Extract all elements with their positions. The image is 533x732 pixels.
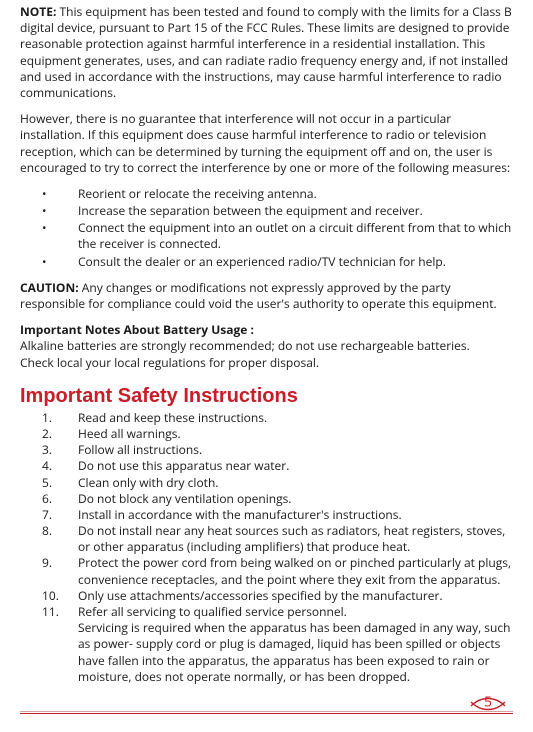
list-number: 6. — [20, 491, 74, 507]
bullet-icon: • — [20, 186, 66, 202]
list-item: 8.Do not install near any heat sources s… — [20, 523, 513, 555]
list-item-text: Do not install near any heat sources suc… — [74, 523, 513, 555]
footer-rule — [20, 711, 513, 713]
list-item-text: Reorient or relocate the receiving anten… — [66, 186, 513, 202]
list-item-text: Follow all instructions. — [74, 442, 513, 458]
list-number: 11. — [20, 604, 74, 685]
page-number-ornament: 5 — [469, 690, 507, 718]
list-item-text: Increase the separation between the equi… — [66, 203, 513, 219]
list-number: 7. — [20, 507, 74, 523]
list-item: •Consult the dealer or an experienced ra… — [20, 254, 513, 270]
list-number: 3. — [20, 442, 74, 458]
list-item: 4.Do not use this apparatus near water. — [20, 458, 513, 474]
caution-paragraph: CAUTION: Any changes or modifications no… — [20, 280, 513, 312]
document-page: NOTE: This equipment has been tested and… — [0, 0, 533, 732]
list-item: 7.Install in accordance with the manufac… — [20, 507, 513, 523]
list-item-text: Do not block any ventilation openings. — [74, 491, 513, 507]
list-item: •Connect the equipment into an outlet on… — [20, 220, 513, 252]
note-paragraph: NOTE: This equipment has been tested and… — [20, 4, 513, 101]
list-number: 1. — [20, 410, 74, 426]
rule-line-2 — [20, 713, 513, 714]
bullet-icon: • — [20, 220, 66, 252]
battery-line1: Alkaline batteries are strongly recommen… — [20, 337, 470, 354]
battery-line2: Check local your local regulations for p… — [20, 354, 319, 371]
caution-label: CAUTION: — [20, 279, 79, 296]
list-item: 11.Refer all servicing to qualified serv… — [20, 604, 513, 685]
list-item-text: Refer all servicing to qualified service… — [74, 604, 513, 685]
however-paragraph: However, there is no guarantee that inte… — [20, 111, 513, 176]
list-number: 5. — [20, 475, 74, 491]
list-number: 10. — [20, 588, 74, 604]
list-item-text: Protect the power cord from being walked… — [74, 555, 513, 587]
list-item-text: Install in accordance with the manufactu… — [74, 507, 513, 523]
bullet-icon: • — [20, 203, 66, 219]
caution-body: Any changes or modifications not express… — [20, 279, 497, 312]
safety-heading: Important Safety Instructions — [20, 385, 513, 408]
note-label: NOTE: — [20, 3, 56, 20]
list-number: 8. — [20, 523, 74, 555]
battery-block: Important Notes About Battery Usage : Al… — [20, 322, 513, 371]
list-item: •Increase the separation between the equ… — [20, 203, 513, 219]
list-item: 3.Follow all instructions. — [20, 442, 513, 458]
note-body: This equipment has been tested and found… — [20, 3, 512, 101]
list-item: 6.Do not block any ventilation openings. — [20, 491, 513, 507]
list-item-text: Read and keep these instructions. — [74, 410, 513, 426]
list-item-text: Connect the equipment into an outlet on … — [66, 220, 513, 252]
list-number: 2. — [20, 426, 74, 442]
list-item-text: Clean only with dry cloth. — [74, 475, 513, 491]
list-item: 10.Only use attachments/accessories spec… — [20, 588, 513, 604]
list-item: 9.Protect the power cord from being walk… — [20, 555, 513, 587]
list-item: 5.Clean only with dry cloth. — [20, 475, 513, 491]
list-item: •Reorient or relocate the receiving ante… — [20, 186, 513, 202]
page-number: 5 — [484, 693, 492, 712]
list-item: 2.Heed all warnings. — [20, 426, 513, 442]
bullet-icon: • — [20, 254, 66, 270]
rule-line-1 — [20, 711, 513, 712]
list-item-text: Do not use this apparatus near water. — [74, 458, 513, 474]
measures-list: •Reorient or relocate the receiving ante… — [20, 186, 513, 270]
list-item: 1.Read and keep these instructions. — [20, 410, 513, 426]
list-number: 4. — [20, 458, 74, 474]
list-item-text: Consult the dealer or an experienced rad… — [66, 254, 513, 270]
safety-list: 1.Read and keep these instructions. 2.He… — [20, 410, 513, 685]
list-number: 9. — [20, 555, 74, 587]
list-item-text: Only use attachments/accessories specifi… — [74, 588, 513, 604]
list-item-text: Heed all warnings. — [74, 426, 513, 442]
battery-title: Important Notes About Battery Usage : — [20, 321, 254, 338]
